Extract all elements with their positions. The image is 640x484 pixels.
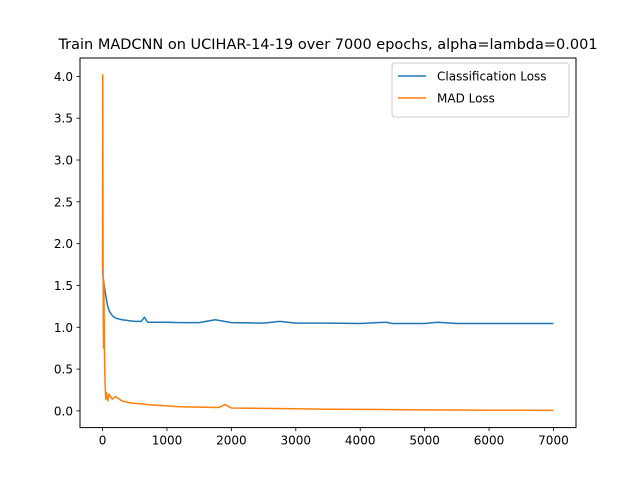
legend-label: Classification Loss — [437, 70, 547, 84]
plot-frame — [79, 57, 577, 429]
legend-box — [391, 62, 570, 118]
y-tick-label: 2.5 — [54, 195, 73, 209]
y-tick-label: 1.5 — [54, 279, 73, 293]
y-axis: 0.0 0.5 1.0 1.5 2.0 2.5 3.0 3.5 4.0 — [54, 70, 80, 418]
x-tick-label: 5000 — [409, 434, 440, 448]
x-tick-label: 3000 — [281, 434, 312, 448]
legend: Classification Loss MAD Loss — [391, 62, 570, 118]
chart-title: Train MADCNN on UCIHAR-14-19 over 7000 e… — [57, 37, 597, 53]
x-tick-label: 7000 — [538, 434, 569, 448]
x-tick-label: 2000 — [216, 434, 247, 448]
x-tick-label: 4000 — [345, 434, 376, 448]
legend-label: MAD Loss — [437, 92, 495, 106]
x-tick-label: 0 — [99, 434, 107, 448]
y-tick-label: 1.0 — [54, 321, 73, 335]
x-tick-label: 1000 — [152, 434, 183, 448]
x-axis: 0 1000 2000 3000 4000 5000 6000 7000 — [99, 427, 569, 448]
y-tick-label: 3.0 — [54, 154, 73, 168]
x-tick-label: 6000 — [474, 434, 505, 448]
y-tick-label: 2.0 — [54, 237, 73, 251]
y-tick-label: 0.5 — [54, 363, 73, 377]
series-line-1 — [101, 269, 554, 325]
series-line-2 — [101, 73, 554, 412]
y-tick-label: 0.0 — [54, 404, 73, 418]
series-layer — [101, 73, 554, 412]
y-tick-label: 3.5 — [54, 112, 73, 126]
y-tick-label: 4.0 — [54, 70, 73, 84]
